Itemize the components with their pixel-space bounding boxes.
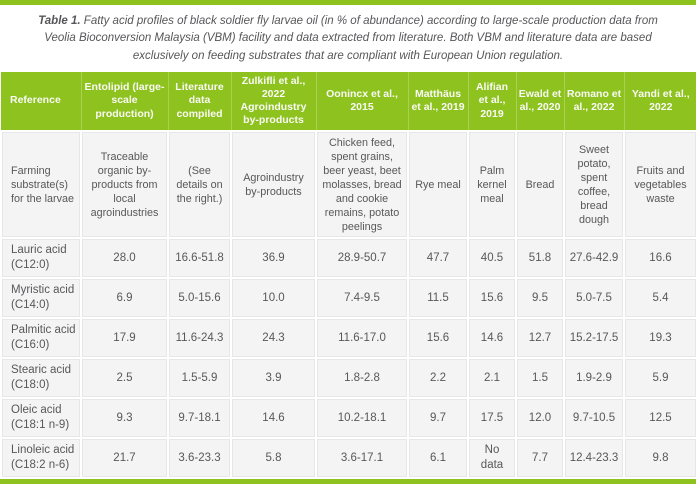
value-cell: Bread xyxy=(515,130,565,240)
row-label-cell: Palmitic acid (C16:0) xyxy=(0,317,82,360)
value-cell: Traceable organic by-products from local… xyxy=(80,130,169,240)
value-cell: 5.8 xyxy=(230,437,317,480)
column-header: Matthäus et al., 2019 xyxy=(407,71,468,132)
value-cell: Palm kernel meal xyxy=(467,130,517,240)
table-row: Lauric acid (C12:0) 28.0 16.6-51.8 36.9 28.9… xyxy=(0,237,696,280)
value-cell: Chicken feed, spent grains, beer yeast, … xyxy=(315,130,409,240)
row-label-cell: Farming substrate(s) for the larvae xyxy=(0,130,82,240)
table-row: Oleic acid (C18:1 n-9) 9.3 9.7-18.1 14.6 10.… xyxy=(0,397,696,440)
value-cell: 12.4-23.3 xyxy=(563,437,625,480)
value-cell: 3.9 xyxy=(230,357,317,400)
bottom-accent-bar xyxy=(0,479,696,484)
value-cell: 40.5 xyxy=(467,237,517,280)
column-header: Alifian et al., 2019 xyxy=(467,71,516,132)
caption-text: Fatty acid profiles of black soldier fly… xyxy=(44,15,658,62)
column-header: Romano et al., 2022 xyxy=(563,71,624,132)
value-cell: 9.8 xyxy=(623,437,696,480)
value-cell: 16.6 xyxy=(623,237,696,280)
fatty-acid-table: Reference Entolipid (large-scale producti… xyxy=(0,71,696,480)
value-cell: 28.0 xyxy=(80,237,169,280)
row-label-cell: Linoleic acid (C18:2 n-6) xyxy=(0,437,82,480)
column-header: Ewald et al., 2020 xyxy=(515,71,564,132)
value-cell: 14.6 xyxy=(467,317,517,360)
value-cell: 5.9 xyxy=(623,357,696,400)
value-cell: 2.5 xyxy=(80,357,169,400)
value-cell: 5.4 xyxy=(623,277,696,320)
value-cell: 9.5 xyxy=(515,277,565,320)
value-cell: 11.6-24.3 xyxy=(167,317,232,360)
table-row: Linoleic acid (C18:2 n-6) 21.7 3.6-23.3 5.8… xyxy=(0,437,696,480)
value-cell: 1.5 xyxy=(515,357,565,400)
value-cell: 3.6-23.3 xyxy=(167,437,232,480)
value-cell: 1.5-5.9 xyxy=(167,357,232,400)
value-cell: 9.7 xyxy=(407,397,469,440)
value-cell: Rye meal xyxy=(407,130,469,240)
row-label-cell: Myristic acid (C14:0) xyxy=(0,277,82,320)
value-cell: 15.6 xyxy=(467,277,517,320)
value-cell: No data xyxy=(467,437,517,480)
value-cell: 17.9 xyxy=(80,317,169,360)
value-cell: 12.0 xyxy=(515,397,565,440)
value-cell: 7.4-9.5 xyxy=(315,277,409,320)
value-cell: 19.3 xyxy=(623,317,696,360)
row-label-cell: Lauric acid (C12:0) xyxy=(0,237,82,280)
table-row: Palmitic acid (C16:0) 17.9 11.6-24.3 24.3 11… xyxy=(0,317,696,360)
column-header: Literature data compiled xyxy=(167,71,231,132)
column-header: Entolipid (large-scale production) xyxy=(80,71,168,132)
value-cell: 1.8-2.8 xyxy=(315,357,409,400)
value-cell: 9.7-18.1 xyxy=(167,397,232,440)
value-cell: 11.6-17.0 xyxy=(315,317,409,360)
value-cell: 2.2 xyxy=(407,357,469,400)
value-cell: 36.9 xyxy=(230,237,317,280)
value-cell: Agroindustry by-products xyxy=(230,130,317,240)
table-row: Farming substrate(s) for the larvae Trace… xyxy=(0,130,696,240)
value-cell: 51.8 xyxy=(515,237,565,280)
column-header: Zulkifli et al., 2022 Agroindustry by-pr… xyxy=(230,71,316,132)
table-header: Reference Entolipid (large-scale producti… xyxy=(1,71,696,132)
value-cell: 11.5 xyxy=(407,277,469,320)
value-cell: 16.6-51.8 xyxy=(167,237,232,280)
caption-label: Table 1. xyxy=(38,15,81,27)
value-cell: 9.3 xyxy=(80,397,169,440)
table-row: Myristic acid (C14:0) 6.9 5.0-15.6 10.0 7.4-… xyxy=(0,277,696,320)
value-cell: 6.9 xyxy=(80,277,169,320)
header-row: Reference Entolipid (large-scale producti… xyxy=(1,71,696,132)
value-cell: 9.7-10.5 xyxy=(563,397,625,440)
value-cell: 7.7 xyxy=(515,437,565,480)
value-cell: 3.6-17.1 xyxy=(315,437,409,480)
value-cell: 21.7 xyxy=(80,437,169,480)
value-cell: 1.9-2.9 xyxy=(563,357,625,400)
value-cell: 28.9-50.7 xyxy=(315,237,409,280)
value-cell: 10.2-18.1 xyxy=(315,397,409,440)
column-header: Reference xyxy=(1,71,81,132)
column-header: Oonincx et al., 2015 xyxy=(315,71,408,132)
value-cell: 14.6 xyxy=(230,397,317,440)
value-cell: 2.1 xyxy=(467,357,517,400)
table-body: Farming substrate(s) for the larvae Trace… xyxy=(0,130,696,480)
value-cell: 12.5 xyxy=(623,397,696,440)
value-cell: 10.0 xyxy=(230,277,317,320)
value-cell: 27.6-42.9 xyxy=(563,237,625,280)
value-cell: 15.6 xyxy=(407,317,469,360)
value-cell: 5.0-15.6 xyxy=(167,277,232,320)
value-cell: (See details on the right.) xyxy=(167,130,232,240)
value-cell: 6.1 xyxy=(407,437,469,480)
table-caption: Table 1. Fatty acid profiles of black so… xyxy=(0,5,696,72)
value-cell: 15.2-17.5 xyxy=(563,317,625,360)
column-header: Yandi et al., 2022 xyxy=(623,71,696,132)
value-cell: 5.0-7.5 xyxy=(563,277,625,320)
value-cell: Sweet potato, spent coffee, bread dough xyxy=(563,130,625,240)
value-cell: 12.7 xyxy=(515,317,565,360)
row-label-cell: Stearic acid (C18:0) xyxy=(0,357,82,400)
table-row: Stearic acid (C18:0) 2.5 1.5-5.9 3.9 1.8-2.8… xyxy=(0,357,696,400)
value-cell: 24.3 xyxy=(230,317,317,360)
value-cell: 17.5 xyxy=(467,397,517,440)
row-label-cell: Oleic acid (C18:1 n-9) xyxy=(0,397,82,440)
top-accent-bar xyxy=(0,0,696,5)
value-cell: 47.7 xyxy=(407,237,469,280)
value-cell: Fruits and vegetables waste xyxy=(623,130,696,240)
